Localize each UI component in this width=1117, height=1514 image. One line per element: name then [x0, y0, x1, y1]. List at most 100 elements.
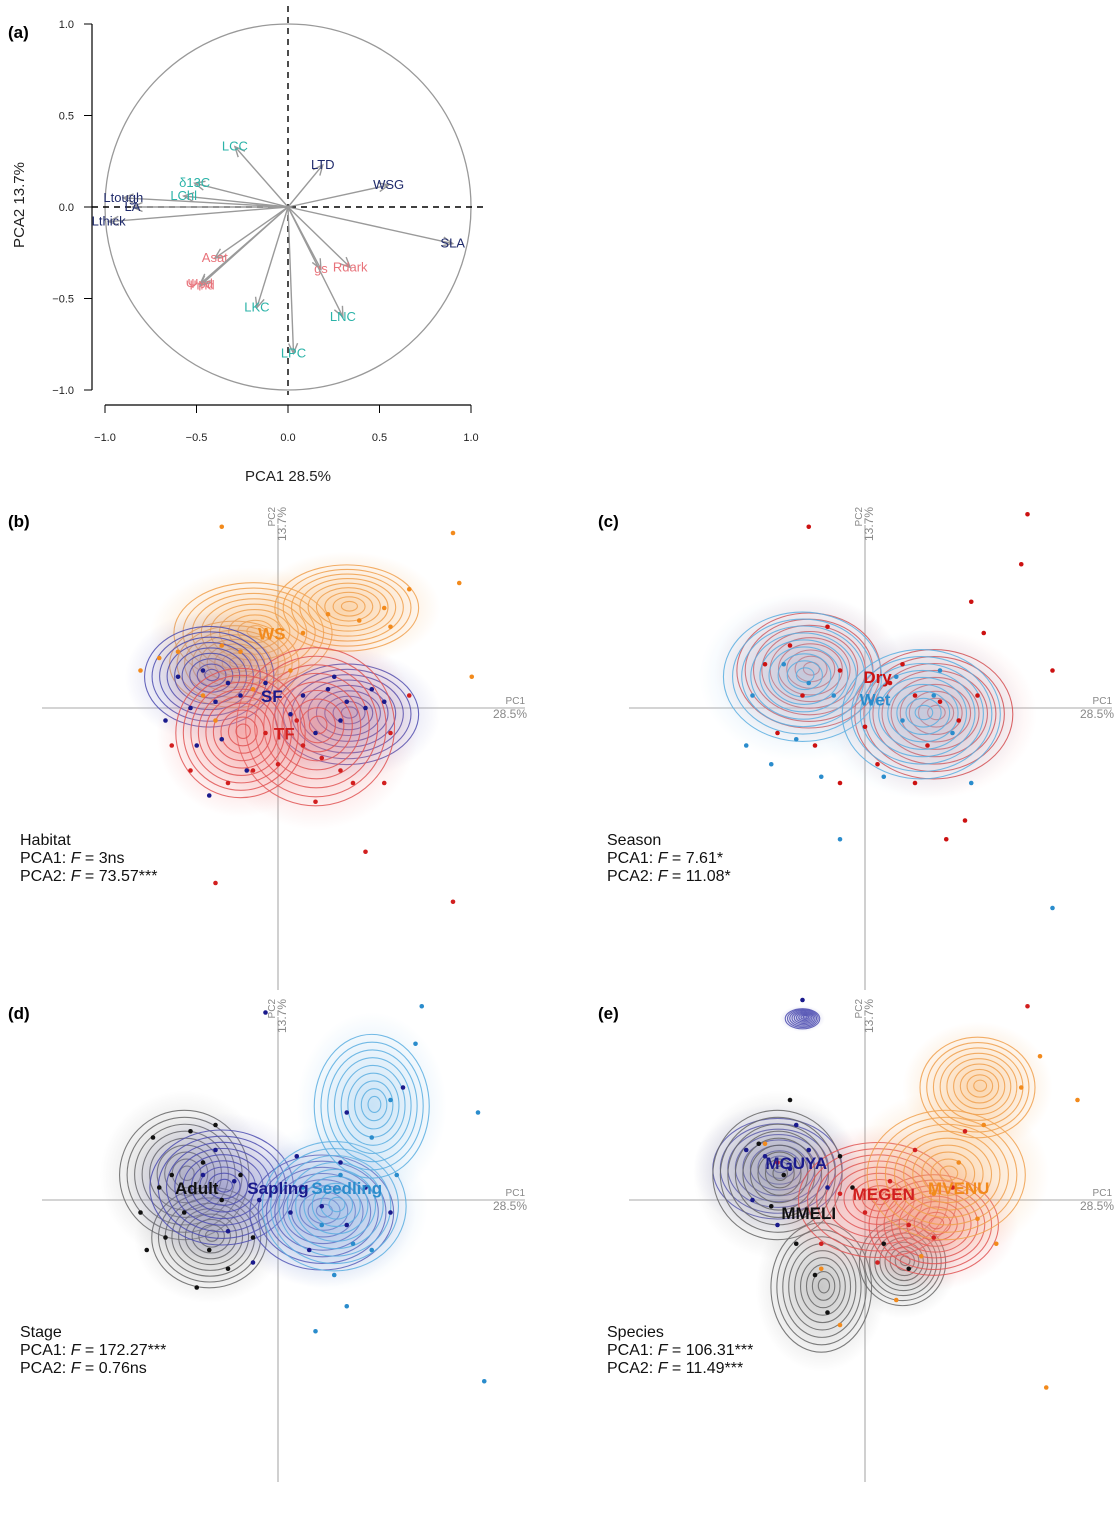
density-contour — [795, 1012, 813, 1023]
data-point — [188, 1128, 193, 1134]
points-adult — [138, 1122, 256, 1290]
loading-label: δ13C — [179, 175, 210, 190]
group-label-wet: Wet — [860, 691, 891, 710]
arrow-head — [441, 236, 455, 247]
panel-a-y-axis-title: PCA2 13.7% — [11, 162, 28, 248]
data-point — [206, 793, 212, 798]
group-label-ws: WS — [258, 624, 285, 643]
density-contour — [798, 1013, 811, 1022]
group-seedling — [240, 1012, 447, 1291]
group-label-megen: MEGEN — [853, 1185, 915, 1204]
data-point — [750, 693, 755, 698]
data-point — [806, 680, 812, 686]
data-point — [818, 1266, 824, 1272]
loading-label: Rdark — [333, 259, 368, 274]
data-point — [250, 686, 256, 692]
density-contour — [868, 669, 976, 758]
data-point — [388, 730, 393, 736]
data-point — [887, 680, 893, 686]
data-point — [294, 1153, 300, 1159]
data-point — [937, 668, 943, 673]
factor-label: Species — [607, 1324, 664, 1341]
data-point — [288, 668, 293, 673]
loading-lthick: Lthick — [92, 206, 289, 229]
loading-lchl: LChl — [170, 188, 289, 208]
loading-gs: gs — [287, 206, 328, 276]
data-point — [238, 1172, 243, 1178]
data-point — [793, 736, 799, 742]
arrow-head — [312, 163, 324, 176]
data-point — [231, 1178, 237, 1184]
data-point — [931, 1235, 937, 1240]
data-point — [1018, 1085, 1024, 1090]
loading-md: Ψmd — [186, 206, 289, 293]
density-contour — [340, 1064, 406, 1146]
arrow-head — [377, 182, 391, 193]
y-tick-label: −0.5 — [52, 294, 74, 306]
data-point — [862, 724, 868, 730]
data-point — [469, 674, 475, 680]
density-fill — [902, 1021, 1053, 1154]
data-point — [981, 630, 987, 636]
stat-line-2: PCA2: F = 11.49*** — [607, 1360, 743, 1377]
loading-asat: Asat — [202, 206, 289, 265]
density-contour — [175, 667, 306, 799]
data-point — [156, 1185, 162, 1190]
loading-label: LPC — [281, 345, 306, 360]
density-contour — [800, 1014, 810, 1020]
data-point — [450, 530, 456, 536]
data-point — [225, 780, 231, 786]
data-point — [319, 1203, 325, 1209]
data-point — [238, 649, 243, 655]
data-point — [875, 1260, 880, 1265]
data-point — [250, 1235, 256, 1240]
loading-arrow — [183, 195, 289, 208]
data-point — [875, 761, 880, 767]
data-point — [887, 1178, 893, 1184]
data-point — [475, 1110, 481, 1115]
data-point — [743, 1147, 749, 1153]
pc1-label: PC1 — [506, 1188, 526, 1199]
arrow-head — [254, 296, 265, 310]
data-point — [756, 1141, 762, 1147]
points-tf — [169, 693, 456, 905]
loading-arrow — [123, 197, 289, 208]
data-point — [943, 836, 949, 842]
loading-la: LA — [124, 199, 288, 214]
data-point — [787, 643, 793, 648]
points-seedling — [300, 1003, 487, 1384]
loading-lcc: LCC — [222, 139, 289, 208]
y-tick-label: −1.0 — [52, 385, 74, 397]
data-point — [294, 718, 300, 723]
density-contour — [784, 1008, 821, 1030]
data-point — [213, 1147, 218, 1153]
loading-label: WSG — [373, 177, 404, 192]
data-point — [319, 1222, 325, 1228]
density-contour — [811, 1271, 836, 1301]
data-point — [356, 618, 362, 623]
data-point — [912, 780, 918, 786]
density-contour — [921, 1151, 976, 1196]
data-point — [800, 693, 805, 698]
loading-label: LCC — [222, 139, 248, 154]
data-point — [912, 1147, 918, 1153]
group-label-mmeli: MMELI — [781, 1204, 836, 1223]
data-point — [1025, 1003, 1030, 1009]
data-point — [213, 718, 218, 723]
data-point — [344, 1303, 350, 1309]
density-contour — [227, 716, 258, 747]
data-point — [163, 718, 168, 723]
loading-label: Lthick — [92, 214, 126, 229]
data-point — [481, 1378, 487, 1384]
density-contour — [887, 683, 959, 743]
data-point — [319, 755, 325, 761]
pc2-pct: 13.7% — [275, 507, 289, 541]
panel-a-x-axis-title: PCA1 28.5% — [245, 468, 331, 485]
data-point — [893, 674, 899, 680]
data-point — [931, 693, 937, 698]
arrow-head — [339, 256, 352, 269]
loading-rdark: Rdark — [287, 206, 368, 274]
density-contour — [795, 667, 815, 683]
group-label-mguya: MGUYA — [765, 1154, 827, 1173]
density-contour — [789, 1009, 818, 1027]
